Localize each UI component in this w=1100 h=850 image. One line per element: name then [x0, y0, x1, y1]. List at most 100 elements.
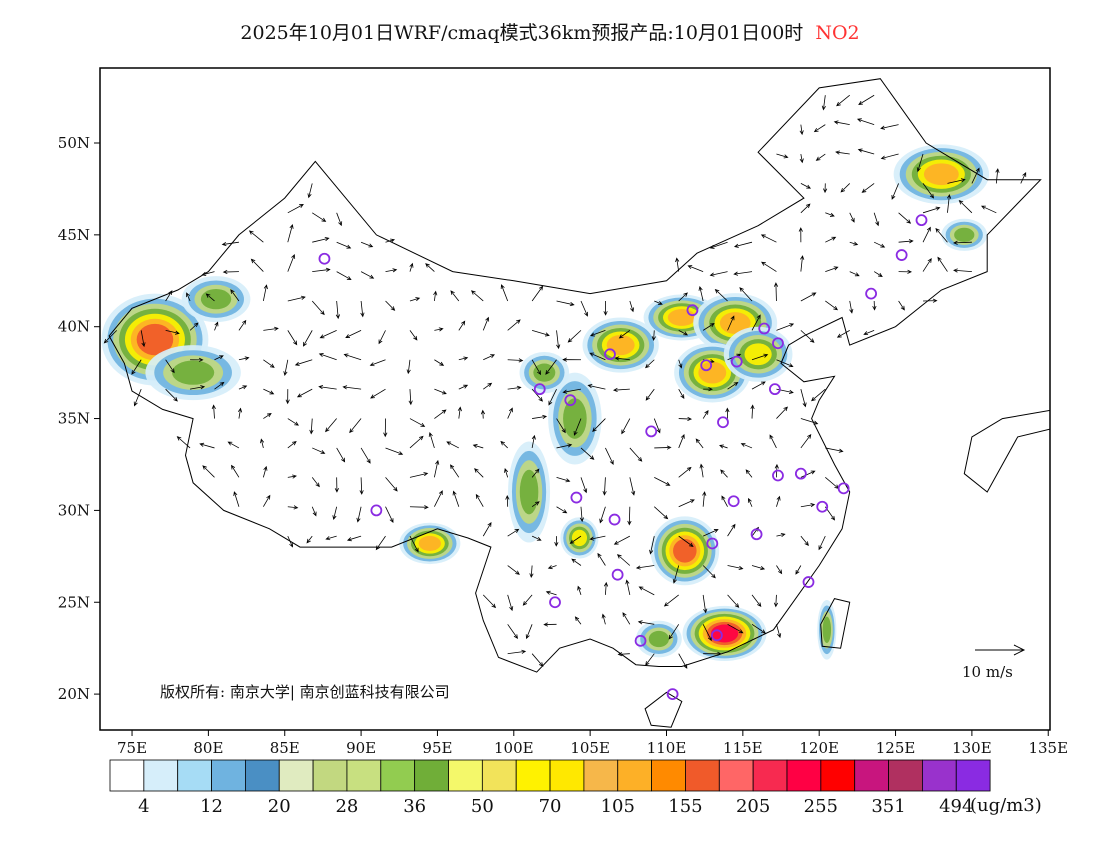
wind-arrow [312, 447, 326, 454]
wind-arrow [654, 476, 671, 486]
wind-arrow [751, 594, 762, 608]
wind-legend: 10 m/s [962, 644, 1026, 681]
wind-arrow [811, 388, 826, 402]
lon-tick-label: 95E [422, 739, 452, 757]
wind-arrow [505, 494, 510, 507]
wind-arrow [678, 433, 685, 449]
wind-arrow [678, 330, 689, 336]
wind-arrow [579, 506, 584, 523]
wind-arrow [556, 506, 568, 514]
wind-arrow [334, 477, 339, 493]
wind-arrow [482, 522, 492, 537]
lat-tick-label: 20N [58, 685, 90, 703]
wind-arrow [818, 535, 826, 551]
wind-arrow [678, 466, 692, 478]
wind-arrow [699, 463, 704, 478]
lat-tick-label: 35N [58, 410, 90, 428]
wind-arrow [287, 330, 298, 346]
lon-tick-label: 125E [876, 739, 916, 757]
station-marker [533, 383, 546, 396]
wind-arrow [800, 389, 807, 408]
wind-arrow [835, 150, 850, 155]
wind-arrow [309, 418, 314, 435]
wind-arrow [336, 447, 346, 463]
species-label: NO2 [815, 22, 860, 44]
wind-arrow [325, 418, 337, 433]
wind-arrow [935, 227, 948, 243]
wind-arrow [773, 594, 779, 608]
colorbar-swatch [211, 759, 246, 792]
wind-arrow [813, 124, 826, 133]
wind-arrow [409, 535, 419, 553]
wind-arrow [880, 124, 899, 130]
wind-arrow [654, 506, 669, 520]
wind-arrow [937, 256, 948, 272]
wind-arrow [747, 497, 753, 507]
wind-arrow [821, 95, 826, 111]
wind-arrow [580, 300, 589, 317]
wind-arrow [587, 384, 606, 390]
wind-arrow [287, 505, 299, 510]
wind-arrow [360, 447, 371, 464]
wind-arrow [458, 320, 466, 331]
colorbar-swatch [109, 759, 145, 792]
colorbar-label: 494 [939, 796, 973, 817]
wind-arrow [263, 388, 275, 395]
wind-arrow [507, 385, 522, 390]
colorbar-label: 70 [539, 796, 562, 817]
wind-arrow [916, 153, 924, 173]
wind-arrow [702, 491, 707, 507]
wind-arrow [283, 359, 289, 376]
wind-arrow [836, 94, 850, 107]
wind-arrow [678, 653, 688, 669]
wind-arrow [529, 565, 534, 579]
wind-arrow [205, 293, 215, 302]
wind-arrow [733, 271, 753, 276]
wind-arrow [285, 389, 290, 405]
wind-arrow [287, 295, 306, 302]
station-marker [865, 287, 878, 300]
wind-arrow [714, 288, 728, 302]
wind-arrow [359, 477, 364, 495]
wind-arrow [580, 447, 595, 460]
wind-arrow [457, 406, 462, 419]
pollution-contour [698, 361, 727, 384]
colorbar-swatch [312, 759, 348, 792]
wind-arrow [189, 385, 206, 390]
wind-arrow [873, 271, 883, 277]
station-marker [686, 304, 699, 317]
wind-arrow [434, 327, 444, 332]
wind-arrow [678, 359, 683, 369]
wind-arrow [727, 315, 735, 331]
wind-arrow [248, 230, 264, 243]
wind-arrow [880, 153, 899, 160]
station-marker [570, 491, 583, 504]
wind-arrow [296, 388, 313, 398]
wind-arrow [165, 329, 180, 335]
wind-arrow [500, 284, 509, 302]
wind-arrow [545, 359, 557, 375]
pollution-contour [136, 323, 174, 356]
wind-arrow [531, 359, 542, 376]
wind-arrow [336, 271, 352, 281]
wind-arrow [531, 434, 536, 449]
wind-arrow [238, 356, 250, 361]
wind-arrow [287, 204, 304, 214]
wind-arrow [622, 612, 631, 625]
wind-arrow [500, 440, 508, 449]
wind-arrow [165, 290, 173, 302]
wind-arrow [858, 94, 875, 105]
colorbar-swatch [244, 759, 280, 792]
wind-arrow [409, 418, 426, 427]
station-marker [717, 416, 729, 429]
station-marker [727, 495, 740, 508]
wind-arrow [702, 565, 716, 579]
wind-arrow [531, 653, 544, 667]
boundaries [108, 78, 1050, 728]
station-marker [758, 322, 771, 335]
wind-arrow [556, 330, 561, 350]
station-marker [816, 500, 829, 513]
wind-arrow [433, 459, 440, 478]
wind-arrow [1020, 172, 1027, 184]
wind-arrow [131, 359, 142, 375]
